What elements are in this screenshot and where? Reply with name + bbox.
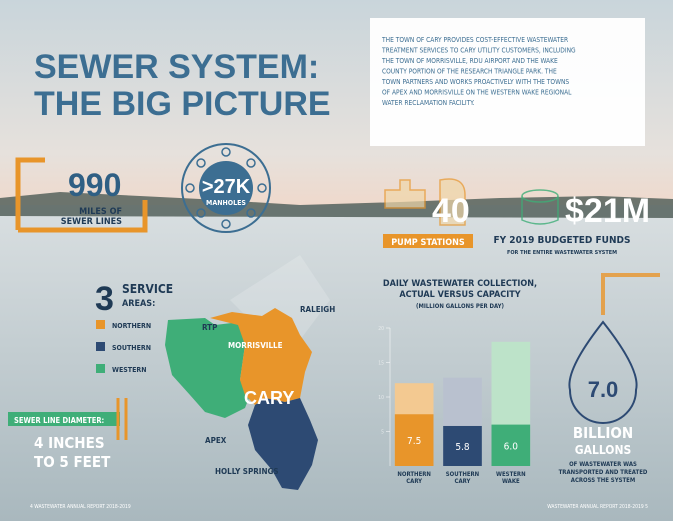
- chart-title: ACTUAL VERSUS CAPACITY: [399, 290, 520, 300]
- stat-note: FOR THE ENTIRE WASTEWATER SYSTEM: [507, 250, 617, 256]
- bar: [443, 425, 482, 466]
- place: RALEIGH: [300, 305, 335, 314]
- label-bg: [8, 412, 120, 426]
- bar: [394, 414, 434, 466]
- y-tick-label: 20: [378, 326, 384, 332]
- x-tick-label: WESTERN WAKE: [496, 471, 526, 485]
- tree-line: [0, 192, 673, 218]
- legend-label: SOUTHERN: [112, 344, 151, 352]
- legend: NORTHERN SOUTHERN WESTERN: [96, 320, 151, 374]
- stat-label: SEWER LINES: [61, 217, 122, 227]
- title: THE BIG PICTURE: [34, 85, 331, 123]
- legend-label: WESTERN: [112, 366, 147, 374]
- y-tick-label: 5: [381, 430, 384, 436]
- chart-subtitle: (MILLION GALLONS PER DAY): [416, 303, 504, 310]
- diameter-value: TO 5 FEET: [34, 453, 111, 471]
- areas-label: SERVICE: [122, 282, 173, 296]
- legend-swatch: [96, 320, 105, 329]
- bar: [491, 424, 531, 466]
- stat-note: OF WASTEWATER WAS: [569, 461, 637, 468]
- pipe-end: [116, 398, 128, 440]
- x-tick-label: NORTHERN CARY: [397, 471, 431, 485]
- title: SEWER SYSTEM:: [34, 48, 319, 86]
- stat-label: GALLONS: [575, 443, 632, 457]
- northern-area: [210, 308, 312, 405]
- value-label: 7.5: [407, 436, 421, 447]
- stat-value: 40: [432, 192, 470, 230]
- manhole-icon: [181, 143, 271, 233]
- bar-chart: 5 10 15 20 7.5 5.8 6.0 NORTHERN CARY SOUTHERN CARY…: [378, 326, 531, 485]
- place: RTP: [202, 323, 217, 332]
- tank-icon: [521, 189, 559, 225]
- y-tick-label: 15: [378, 361, 384, 367]
- legend-label: NORTHERN: [112, 322, 151, 330]
- footer: WASTEWATER ANNUAL REPORT 2018-2019 5: [547, 504, 648, 510]
- stat-label: MILES OF: [79, 207, 122, 217]
- intro-line: OF APEX AND MORRISVILLE ON THE WESTERN W…: [382, 89, 572, 97]
- label-bg: [383, 234, 473, 248]
- manhole-icon: [199, 161, 253, 215]
- value-label: 6.0: [504, 441, 519, 452]
- stat-label: FY 2019 BUDGETED FUNDS: [494, 235, 631, 246]
- pipe: [15, 157, 148, 233]
- intro-line: THE TOWN OF CARY PROVIDES COST-EFFECTIVE…: [381, 36, 568, 44]
- y-tick-label: 10: [378, 395, 384, 401]
- legend-swatch: [96, 342, 105, 351]
- intro-line: TOWN PARTNERS AND WORKS PROACTIVELY WITH…: [381, 78, 569, 86]
- stat-label: BILLION: [573, 424, 633, 442]
- water: [0, 205, 673, 521]
- place: CARY: [244, 388, 294, 408]
- legend-swatch: [96, 364, 105, 373]
- stat-label: MANHOLES: [206, 199, 246, 207]
- diameter-value: 4 INCHES: [34, 434, 105, 452]
- stat-value: 7.0: [588, 377, 619, 402]
- diameter-label: SEWER LINE DIAMETER:: [14, 416, 104, 425]
- western-area: [165, 318, 250, 418]
- pump-icon: [384, 178, 466, 226]
- intro-line: TREATMENT SERVICES TO CARY UTILITY CUSTO…: [381, 47, 576, 55]
- footer: 4 WASTEWATER ANNUAL REPORT 2018-2019: [30, 504, 131, 510]
- areas-label: AREAS:: [122, 299, 155, 309]
- intro-line: COUNTY PORTION OF THE RESEARCH TRIANGLE …: [382, 68, 557, 76]
- manhole-bolts: [185, 147, 267, 229]
- intro: THE TOWN OF CARY PROVIDES COST-EFFECTIVE…: [381, 36, 576, 107]
- place: HOLLY SPRINGS: [215, 467, 279, 476]
- x-tick-label: SOUTHERN CARY: [446, 471, 480, 485]
- stat-note: TRANSPORTED AND TREATED: [559, 469, 648, 476]
- stat-label: PUMP STATIONS: [391, 238, 465, 248]
- intro-box: [370, 18, 645, 146]
- stat-value: >27K: [202, 176, 251, 198]
- southern-area: [248, 398, 318, 490]
- intro-line: WATER RECLAMATION FACILITY.: [382, 99, 475, 107]
- drop-icon: [568, 320, 638, 424]
- place: APEX: [205, 436, 227, 445]
- intro-line: THE TOWN OF MORRISVILLE, RDU AIRPORT AND…: [381, 57, 558, 65]
- stat-value: $21M: [565, 192, 650, 230]
- count: 3: [95, 280, 114, 318]
- pipe: [601, 273, 660, 315]
- place: MORRISVILLE: [228, 341, 283, 350]
- value-label: 5.8: [455, 442, 470, 453]
- chart-title: DAILY WASTEWATER COLLECTION,: [383, 279, 537, 289]
- stat-note: ACROSS THE SYSTEM: [571, 477, 635, 484]
- stat-value: 990: [68, 167, 121, 203]
